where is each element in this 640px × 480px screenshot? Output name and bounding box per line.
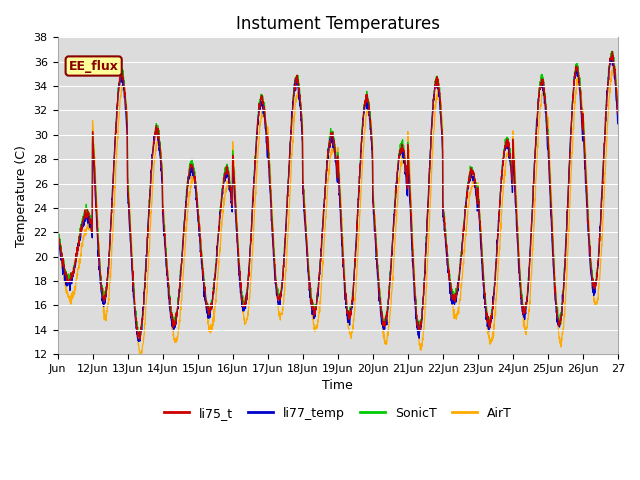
SonicT	[497, 192, 504, 198]
li75_t	[332, 153, 340, 159]
li75_t	[144, 235, 152, 241]
SonicT	[54, 229, 61, 235]
li75_t	[614, 110, 621, 116]
AirT	[497, 236, 504, 241]
Line: SonicT: SonicT	[58, 51, 618, 335]
li77_temp	[332, 156, 340, 162]
li77_temp	[144, 231, 152, 237]
AirT	[136, 355, 144, 360]
SonicT	[144, 230, 152, 236]
AirT	[144, 272, 152, 278]
SonicT	[614, 108, 621, 113]
li77_temp	[135, 338, 143, 344]
Y-axis label: Temperature (C): Temperature (C)	[15, 145, 28, 247]
SonicT	[137, 332, 145, 338]
li77_temp	[54, 232, 61, 238]
SonicT	[332, 153, 340, 159]
li75_t	[54, 225, 61, 231]
Title: Instument Temperatures: Instument Temperatures	[236, 15, 440, 33]
AirT	[614, 106, 621, 112]
li75_t	[609, 49, 616, 55]
SonicT	[439, 200, 447, 206]
li77_temp	[608, 54, 616, 60]
li75_t	[237, 280, 244, 286]
SonicT	[101, 297, 109, 302]
AirT	[609, 62, 616, 68]
li77_temp	[237, 291, 244, 297]
Line: li75_t: li75_t	[58, 52, 618, 339]
AirT	[101, 314, 109, 320]
li75_t	[439, 205, 447, 211]
li75_t	[136, 336, 144, 342]
li77_temp	[439, 214, 447, 220]
Legend: li75_t, li77_temp, SonicT, AirT: li75_t, li77_temp, SonicT, AirT	[159, 402, 516, 424]
Text: EE_flux: EE_flux	[68, 60, 118, 72]
AirT	[439, 204, 447, 210]
li77_temp	[614, 121, 621, 127]
AirT	[332, 156, 340, 161]
Line: li77_temp: li77_temp	[58, 57, 618, 341]
li75_t	[497, 199, 504, 204]
SonicT	[237, 288, 244, 293]
li75_t	[101, 292, 109, 298]
X-axis label: Time: Time	[323, 379, 353, 392]
AirT	[237, 287, 244, 292]
li77_temp	[101, 300, 109, 305]
SonicT	[608, 48, 616, 54]
li77_temp	[497, 196, 504, 202]
AirT	[54, 236, 61, 242]
Line: AirT: AirT	[58, 65, 618, 358]
